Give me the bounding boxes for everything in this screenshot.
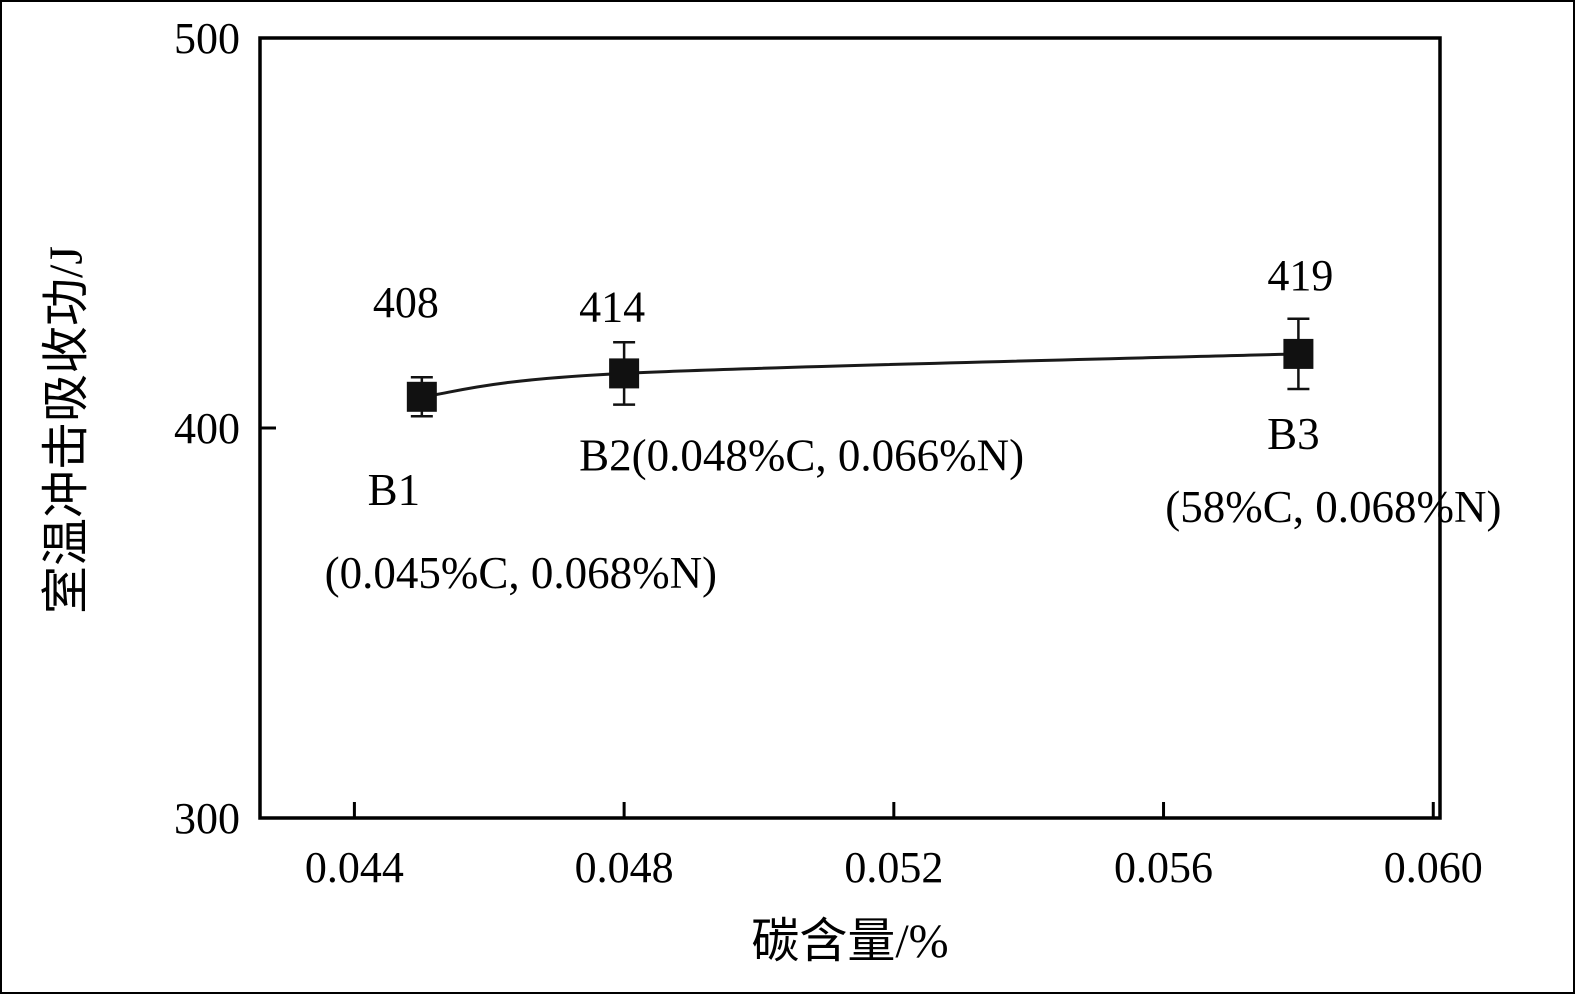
- x-tick-label: 0.056: [1114, 843, 1213, 892]
- composition-label: (0.045%C, 0.068%N): [325, 548, 717, 598]
- y-axis-title: 室温冲击吸收功/J: [40, 246, 93, 614]
- x-tick-label: 0.048: [575, 843, 674, 892]
- data-point-marker-B3: [1283, 338, 1314, 369]
- composition-label: (58%C, 0.068%N): [1165, 482, 1501, 532]
- data-point-marker-B1: [406, 381, 437, 412]
- y-tick-label: 300: [174, 794, 240, 843]
- x-axis-title: 碳含量/%: [751, 915, 948, 968]
- x-tick-label: 0.052: [844, 843, 943, 892]
- point-composition-label: B2(0.048%C, 0.066%N): [579, 430, 1024, 480]
- data-line: [421, 352, 1299, 399]
- data-point-marker-B2: [609, 358, 640, 389]
- value-label: 419: [1267, 251, 1333, 300]
- y-tick-label: 400: [174, 404, 240, 453]
- value-label: 414: [579, 282, 645, 331]
- point-label: B1: [368, 465, 421, 515]
- point-label: B3: [1267, 409, 1320, 459]
- x-tick-label: 0.060: [1384, 843, 1483, 892]
- plot-border: [258, 36, 1442, 820]
- y-tick-label: 500: [174, 14, 240, 63]
- value-label: 408: [373, 278, 439, 327]
- plot-area: 0.044 0.048 0.052 0.056 0.060 300 400 500 408 B1 (…: [174, 14, 1502, 892]
- x-tick-label: 0.044: [305, 843, 404, 892]
